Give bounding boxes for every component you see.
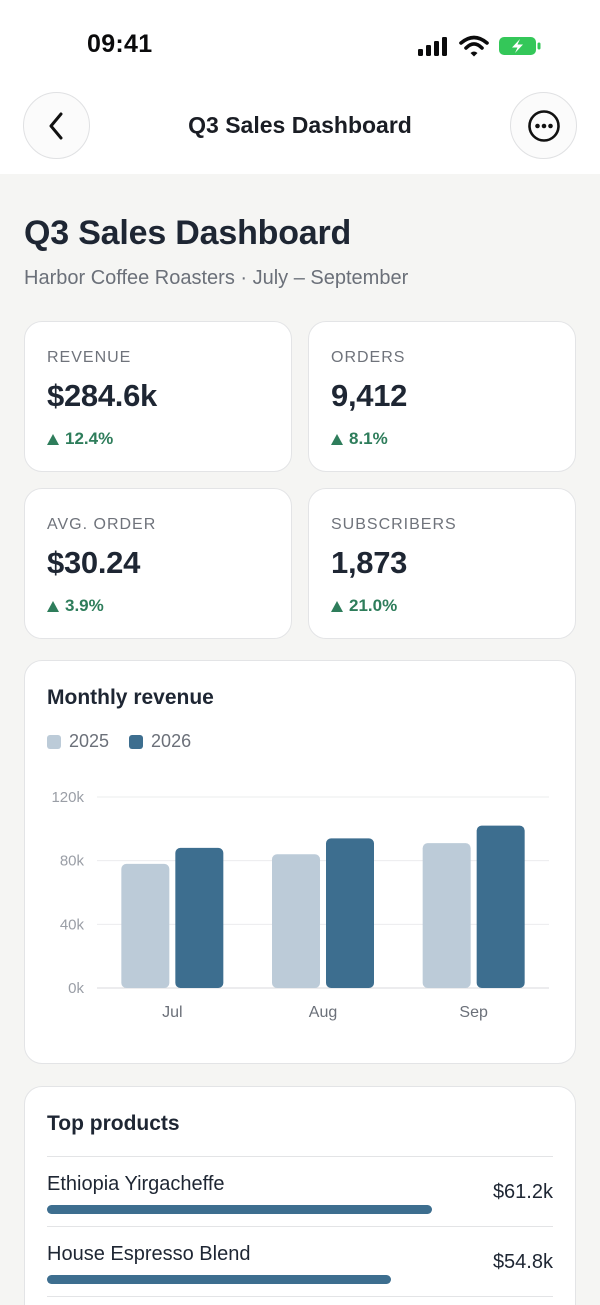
kpi-delta: 12.4% [47, 429, 113, 449]
legend-swatch [129, 734, 144, 749]
more-options-button[interactable] [510, 92, 577, 159]
page-subtitle: Harbor Coffee Roasters · July – Septembe… [24, 267, 409, 289]
bar-2026-sep [476, 825, 525, 988]
chevron-left-icon [49, 112, 62, 139]
products-title: Top products [47, 1112, 180, 1135]
kpi-delta-value: 3.9% [65, 596, 104, 615]
wifi-icon [459, 35, 489, 57]
product-share-bar [47, 1205, 432, 1214]
legend-swatch [47, 734, 61, 749]
trend-up-icon [47, 600, 59, 612]
battery-charging-icon [499, 37, 541, 55]
status-icons [418, 35, 542, 57]
bar-2025-jul [121, 863, 170, 988]
bar-2026-jul [175, 847, 224, 988]
chart-legend: 2025 2026 [47, 731, 191, 752]
kpi-label: ORDERS [331, 349, 406, 366]
trend-up-icon [331, 433, 343, 445]
product-row[interactable]: Ethiopia Yirgacheffe $61.2k [47, 1156, 553, 1226]
signal-icon [418, 37, 447, 56]
y-tick-label: 120k [51, 789, 84, 806]
bar-2025-sep [422, 843, 471, 988]
product-row [47, 1296, 553, 1305]
product-row[interactable]: House Espresso Blend $54.8k [47, 1226, 553, 1296]
kpi-value: 9,412 [331, 378, 408, 413]
legend-item-2026: 2026 [129, 731, 191, 752]
product-share-bar [47, 1275, 391, 1284]
navigation-bar: Q3 Sales Dashboard [0, 92, 600, 174]
page-title: Q3 Sales Dashboard [24, 214, 352, 252]
nav-title: Q3 Sales Dashboard [188, 112, 412, 138]
x-tick-label: Jul [162, 1004, 182, 1021]
revenue-bar-chart: 0k 40k 80k 120k Jul Aug Sep [51, 789, 549, 1021]
y-tick-label: 0k [68, 980, 84, 997]
legend-label: 2025 [69, 731, 110, 751]
kpi-delta: 8.1% [331, 429, 388, 449]
legend-label: 2026 [151, 731, 192, 751]
product-value: $54.8k [492, 1251, 553, 1273]
x-tick-label: Sep [459, 1004, 488, 1021]
kpi-label: REVENUE [47, 349, 132, 366]
kpi-delta: 3.9% [47, 596, 104, 616]
kpi-label: AVG. ORDER [47, 516, 157, 533]
trend-up-icon [47, 433, 59, 445]
top-products-card: Top products Ethiopia Yirgacheffe $61.2k… [24, 1086, 576, 1305]
back-button[interactable] [23, 92, 90, 159]
more-icon [527, 109, 560, 142]
kpi-delta-value: 21.0% [349, 596, 398, 615]
monthly-revenue-card: Monthly revenue 2025 2026 0k 40k 80k 120k Ju… [24, 660, 576, 1064]
bar-2025-aug [272, 854, 320, 988]
kpi-delta: 21.0% [331, 596, 397, 616]
legend-item-2025: 2025 [47, 731, 109, 752]
status-time: 09:41 [87, 30, 153, 58]
y-tick-label: 40k [60, 916, 85, 933]
chart-title: Monthly revenue [47, 686, 214, 709]
product-name: Ethiopia Yirgacheffe [47, 1173, 225, 1195]
bar-2026-aug [326, 838, 374, 988]
kpi-card-avg-order[interactable]: AVG. ORDER $30.24 3.9% [24, 488, 292, 639]
y-tick-label: 80k [60, 853, 85, 870]
kpi-label: SUBSCRIBERS [331, 516, 457, 533]
status-bar: 09:41 [0, 0, 600, 92]
kpi-card-subscribers[interactable]: SUBSCRIBERS 1,873 21.0% [308, 488, 576, 639]
kpi-value: 1,873 [331, 545, 408, 580]
kpi-delta-value: 12.4% [65, 429, 114, 448]
kpi-value: $284.6k [47, 378, 157, 413]
kpi-delta-value: 8.1% [349, 429, 388, 448]
kpi-card-revenue[interactable]: REVENUE $284.6k 12.4% [24, 321, 292, 472]
kpi-card-orders[interactable]: ORDERS 9,412 8.1% [308, 321, 576, 472]
trend-up-icon [331, 600, 343, 612]
x-tick-label: Aug [309, 1004, 337, 1021]
product-name: House Espresso Blend [47, 1243, 251, 1265]
kpi-value: $30.24 [47, 545, 141, 580]
product-value: $61.2k [492, 1181, 553, 1203]
